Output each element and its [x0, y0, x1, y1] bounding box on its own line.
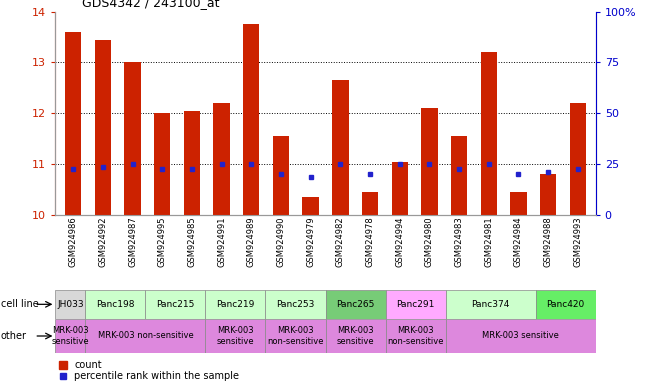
Bar: [94, 40, 111, 215]
Bar: [480, 52, 497, 215]
Text: Panc420: Panc420: [547, 300, 585, 309]
Text: GSM924987: GSM924987: [128, 217, 137, 267]
Bar: [510, 192, 527, 215]
Text: GSM924979: GSM924979: [306, 217, 315, 267]
Text: GSM924993: GSM924993: [574, 217, 583, 267]
Bar: [154, 113, 171, 215]
Text: Panc198: Panc198: [96, 300, 135, 309]
Text: Panc265: Panc265: [337, 300, 375, 309]
Bar: [55, 290, 85, 319]
Bar: [124, 62, 141, 215]
Bar: [421, 108, 437, 215]
Text: GSM924985: GSM924985: [187, 217, 197, 267]
Bar: [445, 290, 536, 319]
Bar: [85, 319, 206, 353]
Text: JH033: JH033: [57, 300, 84, 309]
Text: Panc291: Panc291: [396, 300, 435, 309]
Bar: [273, 136, 289, 215]
Bar: [385, 290, 445, 319]
Text: GSM924988: GSM924988: [544, 217, 553, 267]
Text: GSM924994: GSM924994: [395, 217, 404, 267]
Bar: [326, 319, 385, 353]
Text: GSM924991: GSM924991: [217, 217, 226, 267]
Bar: [445, 319, 596, 353]
Bar: [332, 80, 348, 215]
Text: MRK-003
sensitive: MRK-003 sensitive: [51, 326, 89, 346]
Bar: [214, 103, 230, 215]
Text: MRK-003 sensitive: MRK-003 sensitive: [482, 331, 559, 341]
Bar: [303, 197, 319, 215]
Text: count: count: [74, 360, 102, 370]
Text: GSM924990: GSM924990: [277, 217, 286, 267]
Text: Panc253: Panc253: [276, 300, 314, 309]
Text: GSM924986: GSM924986: [68, 217, 77, 267]
Text: cell line: cell line: [1, 299, 38, 310]
Bar: [206, 319, 266, 353]
Text: MRK-003
sensitive: MRK-003 sensitive: [337, 326, 374, 346]
Text: GSM924995: GSM924995: [158, 217, 167, 267]
Text: GSM924981: GSM924981: [484, 217, 493, 267]
Bar: [266, 290, 326, 319]
Bar: [85, 290, 145, 319]
Text: GSM924989: GSM924989: [247, 217, 256, 267]
Text: GSM924980: GSM924980: [425, 217, 434, 267]
Bar: [385, 319, 445, 353]
Bar: [184, 111, 200, 215]
Bar: [55, 319, 85, 353]
Bar: [326, 290, 385, 319]
Bar: [536, 290, 596, 319]
Text: MRK-003 non-sensitive: MRK-003 non-sensitive: [98, 331, 193, 341]
Text: MRK-003
non-sensitive: MRK-003 non-sensitive: [387, 326, 444, 346]
Text: Panc215: Panc215: [156, 300, 195, 309]
Text: other: other: [1, 331, 27, 341]
Text: MRK-003
non-sensitive: MRK-003 non-sensitive: [267, 326, 324, 346]
Bar: [391, 162, 408, 215]
Text: GSM924983: GSM924983: [454, 217, 464, 267]
Bar: [145, 290, 206, 319]
Bar: [65, 32, 81, 215]
Text: percentile rank within the sample: percentile rank within the sample: [74, 371, 240, 381]
Text: GSM924978: GSM924978: [365, 217, 374, 267]
Bar: [362, 192, 378, 215]
Text: GSM924984: GSM924984: [514, 217, 523, 267]
Bar: [243, 24, 260, 215]
Text: Panc219: Panc219: [216, 300, 255, 309]
Text: GDS4342 / 243100_at: GDS4342 / 243100_at: [82, 0, 220, 9]
Bar: [540, 174, 557, 215]
Text: GSM924992: GSM924992: [98, 217, 107, 267]
Text: GSM924982: GSM924982: [336, 217, 345, 267]
Text: Panc374: Panc374: [471, 300, 510, 309]
Text: MRK-003
sensitive: MRK-003 sensitive: [217, 326, 255, 346]
Bar: [451, 136, 467, 215]
Bar: [570, 103, 586, 215]
Bar: [266, 319, 326, 353]
Bar: [206, 290, 266, 319]
